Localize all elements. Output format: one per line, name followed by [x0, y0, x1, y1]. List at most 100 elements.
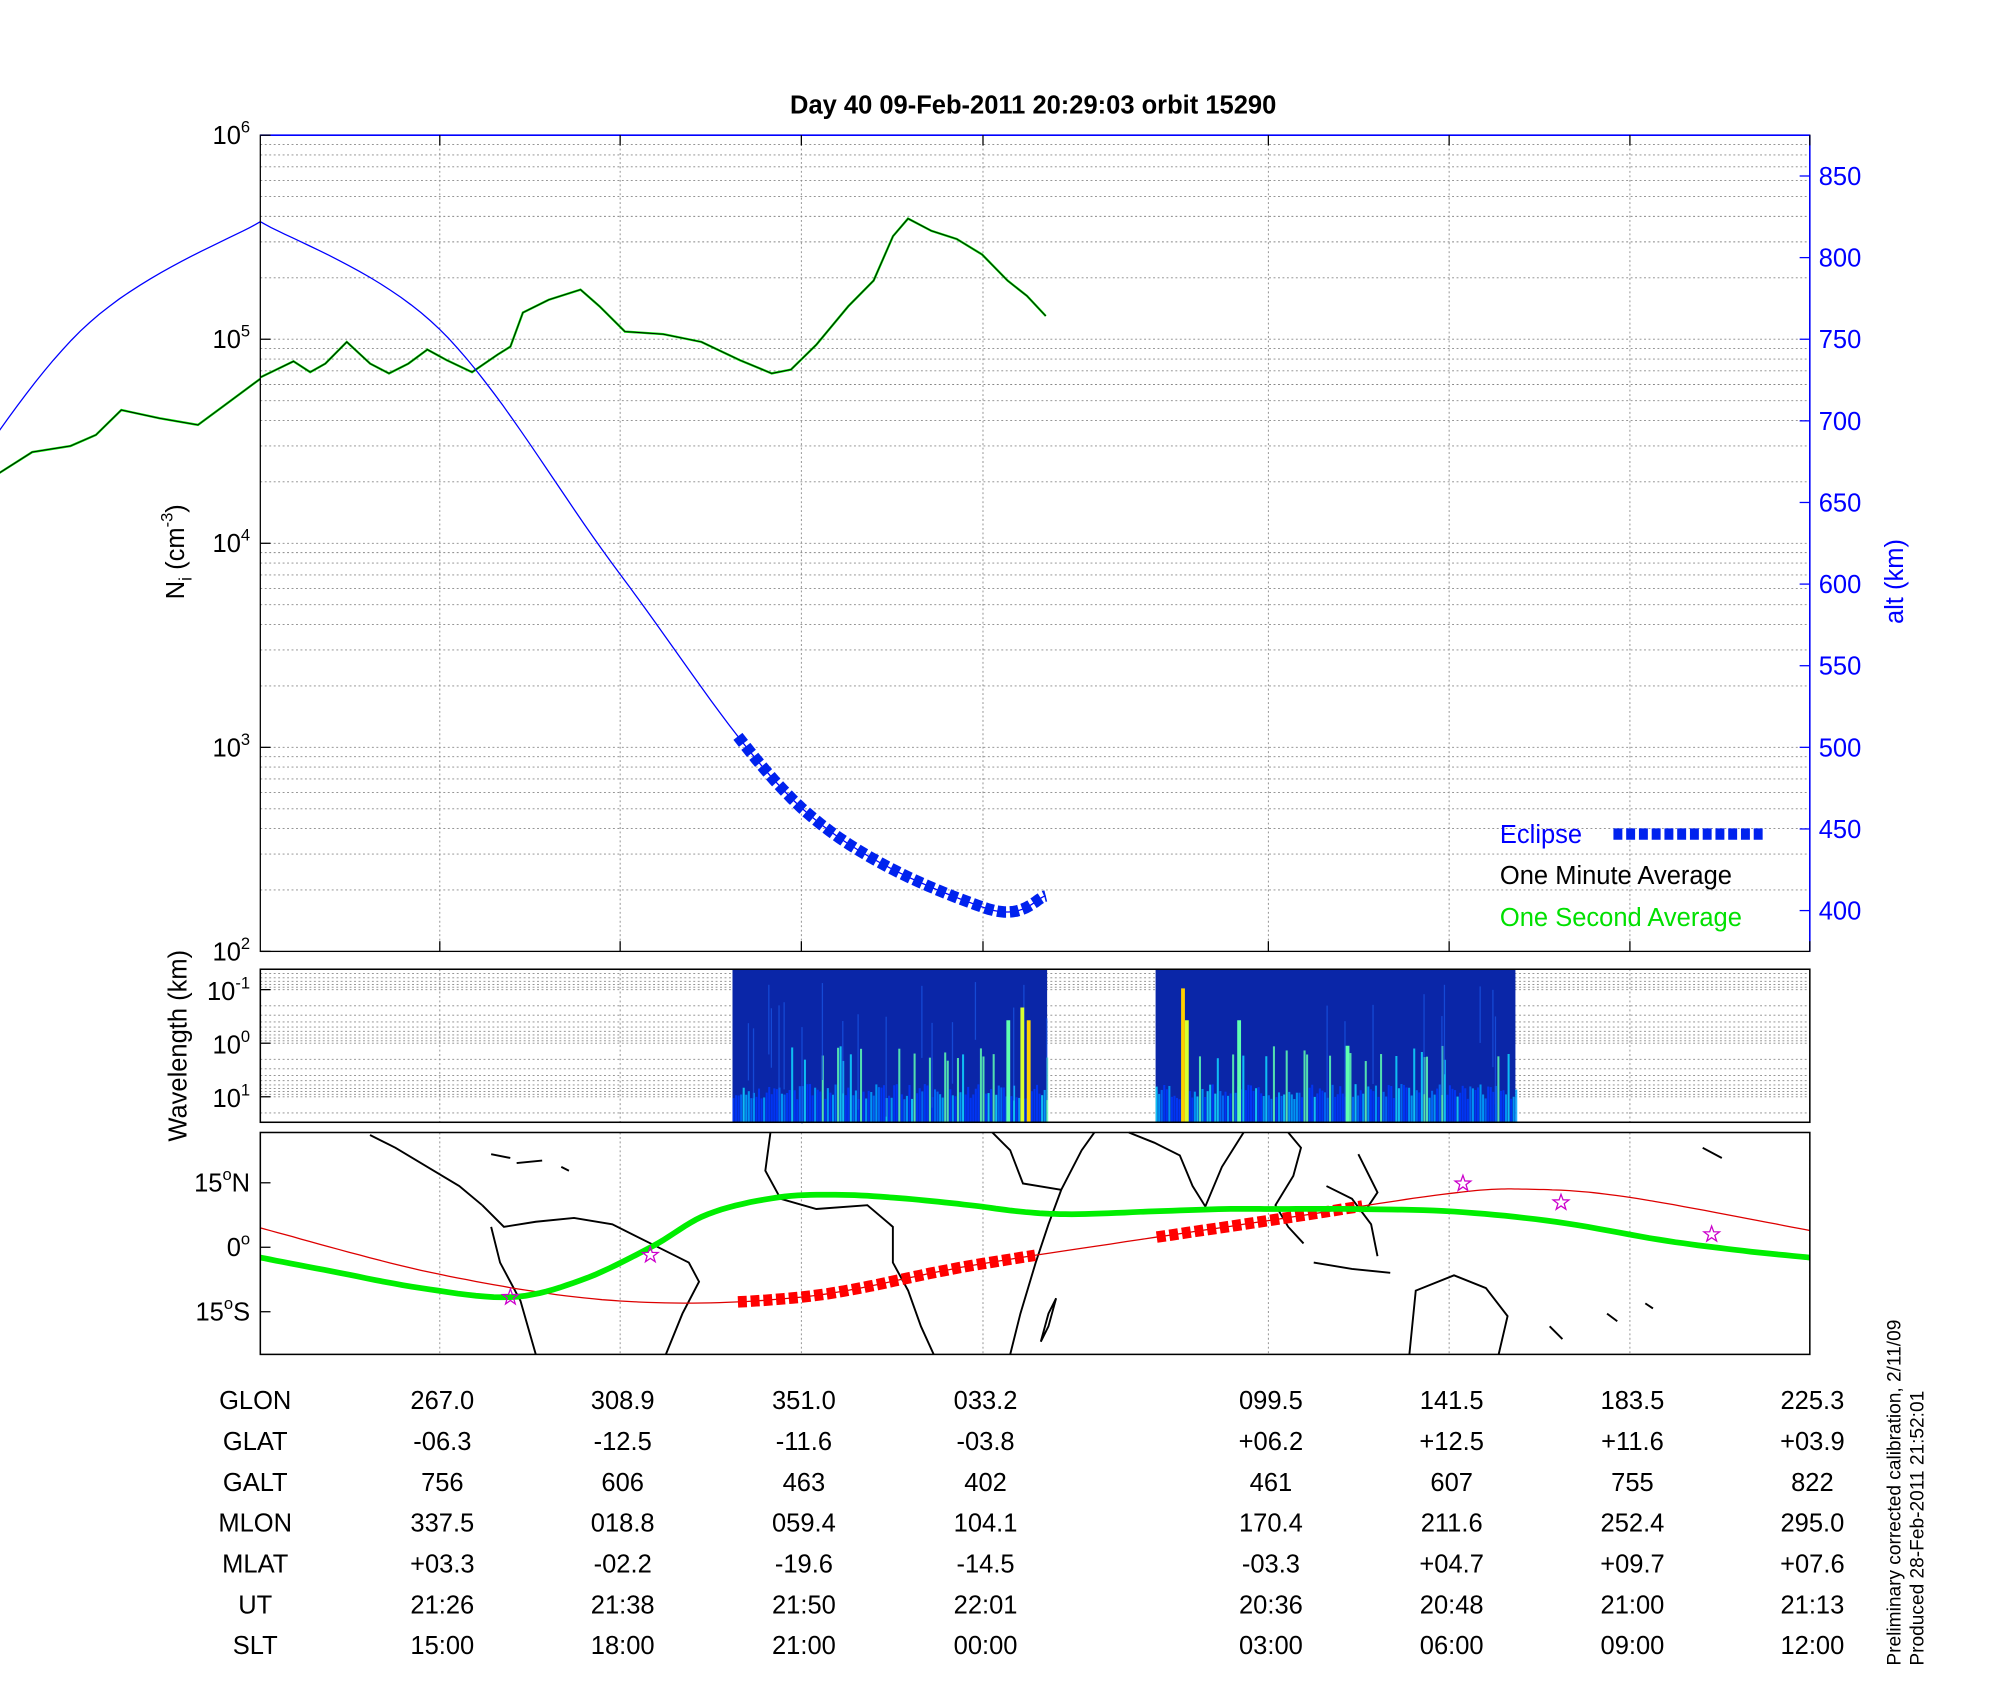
spectrogram-streak: [1392, 1097, 1395, 1123]
spectrogram-streak: [1272, 1046, 1275, 1123]
spectrogram-streak: [798, 1086, 801, 1123]
spectrogram-streak: [1359, 1090, 1362, 1123]
spectrogram-streak: [788, 1090, 791, 1123]
spectrogram-y-tick-label: 100: [213, 1027, 251, 1059]
table-cell: 267.0: [410, 1387, 474, 1415]
spectrogram-bright-streak: [1184, 1020, 1189, 1123]
spectrogram-streak: [824, 1098, 827, 1123]
spectrogram-streak: [1300, 1097, 1304, 1123]
y-tick-label: 104: [213, 526, 251, 558]
spectrogram-streak: [1249, 1085, 1253, 1123]
spectrogram-streak: [857, 1014, 859, 1110]
table-cell: 09:00: [1601, 1632, 1665, 1660]
spectrogram-streak: [1013, 1007, 1015, 1101]
table-cell: 06:00: [1420, 1632, 1484, 1660]
spectrogram-streak: [770, 1008, 773, 1068]
spectrogram-streak: [768, 1086, 771, 1123]
spectrogram-streak: [778, 1005, 780, 1101]
table-cell: -02.2: [594, 1550, 652, 1578]
coastline-pacific-islands: [1548, 1146, 1723, 1340]
spectrogram-streak: [1285, 1050, 1288, 1123]
spectrogram-streak: [1209, 1084, 1212, 1123]
table-cell: 20:36: [1239, 1591, 1303, 1619]
table-cell: 211.6: [1421, 1510, 1483, 1538]
spectrogram-streak: [763, 1097, 766, 1123]
tick-exponent: 3: [241, 730, 250, 749]
table-row-label: GLON: [219, 1387, 291, 1415]
table-cell: 183.5: [1601, 1387, 1665, 1415]
spectrogram-streak: [1507, 1053, 1510, 1123]
spectrogram-streak: [946, 1060, 949, 1123]
table-cell: 018.8: [591, 1510, 655, 1538]
spectrogram-bright-streak: [1020, 1007, 1025, 1123]
map-frame: [259, 1131, 1811, 1356]
spectrogram-streak: [1505, 1094, 1508, 1123]
spectrogram-streak: [1464, 1088, 1467, 1123]
spectrogram-streak: [913, 1053, 916, 1123]
spectrogram-streak: [1362, 1093, 1365, 1123]
spectrogram-streak: [1036, 1084, 1039, 1123]
spectrogram-streak: [1323, 1092, 1326, 1123]
table-cell: 295.0: [1780, 1510, 1844, 1538]
spectrogram-streak: [1013, 1085, 1016, 1123]
table-cell: -12.5: [594, 1428, 652, 1456]
table-cell: +09.7: [1600, 1550, 1665, 1578]
spectrogram-streak: [1377, 1096, 1380, 1123]
spectrogram-streak: [1046, 1018, 1048, 1101]
spectrogram-streak: [1224, 1091, 1227, 1123]
spectrogram-streak: [1255, 1088, 1258, 1123]
table-cell: -11.6: [776, 1428, 832, 1456]
spectrogram-streak: [1262, 1096, 1265, 1123]
spectrogram-streak: [1502, 1090, 1505, 1123]
spectrogram-streak: [1000, 1087, 1003, 1123]
star-marker-icon: [500, 1286, 521, 1306]
spectrogram-streak: [1403, 1084, 1406, 1123]
spectrogram-streak: [1316, 1093, 1319, 1123]
map-latitude-label: 15oS: [196, 1294, 251, 1326]
spectrogram-streak: [1469, 1086, 1472, 1123]
spectrogram-streak: [783, 1094, 786, 1123]
spectrogram-streak: [939, 1094, 942, 1123]
spectrogram-streak: [1163, 1085, 1166, 1123]
spectrogram-streak: [839, 1046, 842, 1123]
table-cell: +06.2: [1239, 1428, 1304, 1456]
spectrogram-streak: [911, 1098, 914, 1123]
spectrogram-streak: [1188, 1091, 1191, 1123]
table-cell: 00:00: [954, 1632, 1018, 1660]
spectrogram-streak: [1232, 1054, 1235, 1123]
spectrogram-streak: [1191, 1097, 1194, 1123]
spectrogram-streak: [1331, 1084, 1334, 1123]
spectrogram-streak: [1408, 1087, 1411, 1123]
y2-tick-label: 450: [1819, 816, 1862, 844]
spectrogram-streak: [780, 1093, 783, 1123]
legend-one-minute-label: One Minute Average: [1500, 862, 1732, 890]
coastline-africa: [764, 1131, 1096, 1355]
table-cell: 21:00: [772, 1632, 836, 1660]
spectrogram-streak: [1494, 1016, 1497, 1105]
spectrogram-streak: [791, 1047, 794, 1123]
spectrogram-streak: [1351, 1096, 1355, 1123]
spectrogram-streak: [1431, 1090, 1434, 1123]
spectrogram-streak: [923, 1084, 926, 1123]
table-row-label: MLON: [218, 1510, 292, 1538]
spectrogram-streak: [875, 1084, 878, 1123]
spectrogram-axis-label: Wavelength (km): [164, 950, 192, 1142]
legend-eclipse-label: Eclipse: [1500, 821, 1582, 849]
y-tick-label: 105: [213, 322, 251, 354]
spectrogram-streak: [1397, 1088, 1400, 1123]
spectrogram-streak: [890, 1097, 893, 1123]
coastline-southeast-asia: [1274, 1131, 1391, 1274]
table-cell: 822: [1791, 1469, 1834, 1497]
table-row-label: GALT: [223, 1469, 288, 1497]
spectrogram-streak: [990, 1089, 993, 1123]
spectrogram-streak: [1349, 1053, 1352, 1123]
spectrogram-streak: [1165, 1089, 1168, 1123]
coastline-australia: [1408, 1274, 1509, 1355]
y2-tick-label: 650: [1819, 489, 1862, 517]
spectrogram-streak: [1456, 1096, 1459, 1123]
spectrogram-streak: [844, 1095, 847, 1123]
spectrogram-streak: [1433, 1094, 1436, 1123]
spectrogram-streak: [816, 1089, 819, 1123]
y2-tick-label: 750: [1819, 326, 1862, 354]
tick-exponent: 2: [241, 934, 250, 953]
